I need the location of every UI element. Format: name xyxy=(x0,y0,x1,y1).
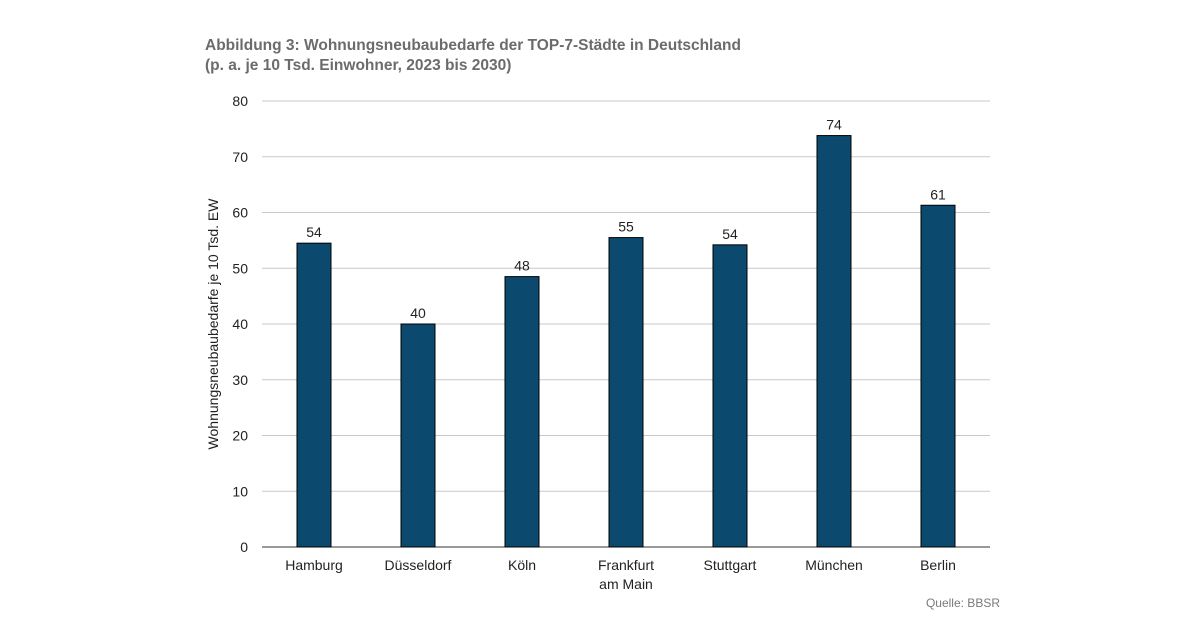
bar xyxy=(400,323,436,548)
x-tick-label: Berlin xyxy=(920,557,956,573)
x-tick-label: Düsseldorf xyxy=(385,557,452,573)
data-label: 54 xyxy=(722,226,738,242)
data-label: 54 xyxy=(306,224,322,240)
y-tick-label: 80 xyxy=(232,93,248,109)
data-label: 48 xyxy=(514,258,530,274)
y-tick-label: 60 xyxy=(232,205,248,221)
y-tick-label: 70 xyxy=(232,149,248,165)
bar-layer xyxy=(296,135,956,548)
y-tick-label: 40 xyxy=(232,316,248,332)
data-label: 61 xyxy=(930,186,946,202)
y-axis-label: Wohnungsneubaubedarfe je 10 Tsd. EW xyxy=(205,198,221,450)
x-tick-label: Stuttgart xyxy=(704,557,757,573)
bar xyxy=(712,244,748,548)
chart-title: Abbildung 3: Wohnungsneubaubedarfe der T… xyxy=(205,37,741,54)
bar xyxy=(504,276,540,548)
x-tick-label: Köln xyxy=(508,557,536,573)
y-tick-label: 10 xyxy=(232,483,248,499)
y-tick-label: 20 xyxy=(232,428,248,444)
bar xyxy=(296,242,332,548)
y-tick-label: 0 xyxy=(240,539,248,555)
grid-layer xyxy=(262,100,990,548)
y-tick-label: 50 xyxy=(232,260,248,276)
x-tick-label: München xyxy=(805,557,863,573)
label-layer: 0 10 20 30 40 50 60 70 80 54 Hamburg 40 Düsseldorf 48… xyxy=(232,93,955,592)
bar xyxy=(816,135,852,548)
data-label: 74 xyxy=(826,117,842,133)
bar xyxy=(608,237,644,548)
source-note: Quelle: BBSR xyxy=(925,596,1000,610)
data-label: 40 xyxy=(410,305,426,321)
x-tick-label: Hamburg xyxy=(285,557,343,573)
x-tick-label: Frankfurt am Main xyxy=(598,557,654,592)
chart-subtitle: (p. a. je 10 Tsd. Einwohner, 2023 bis 20… xyxy=(205,57,512,74)
data-label: 55 xyxy=(618,219,634,235)
y-tick-label: 30 xyxy=(232,372,248,388)
bar xyxy=(920,204,956,548)
